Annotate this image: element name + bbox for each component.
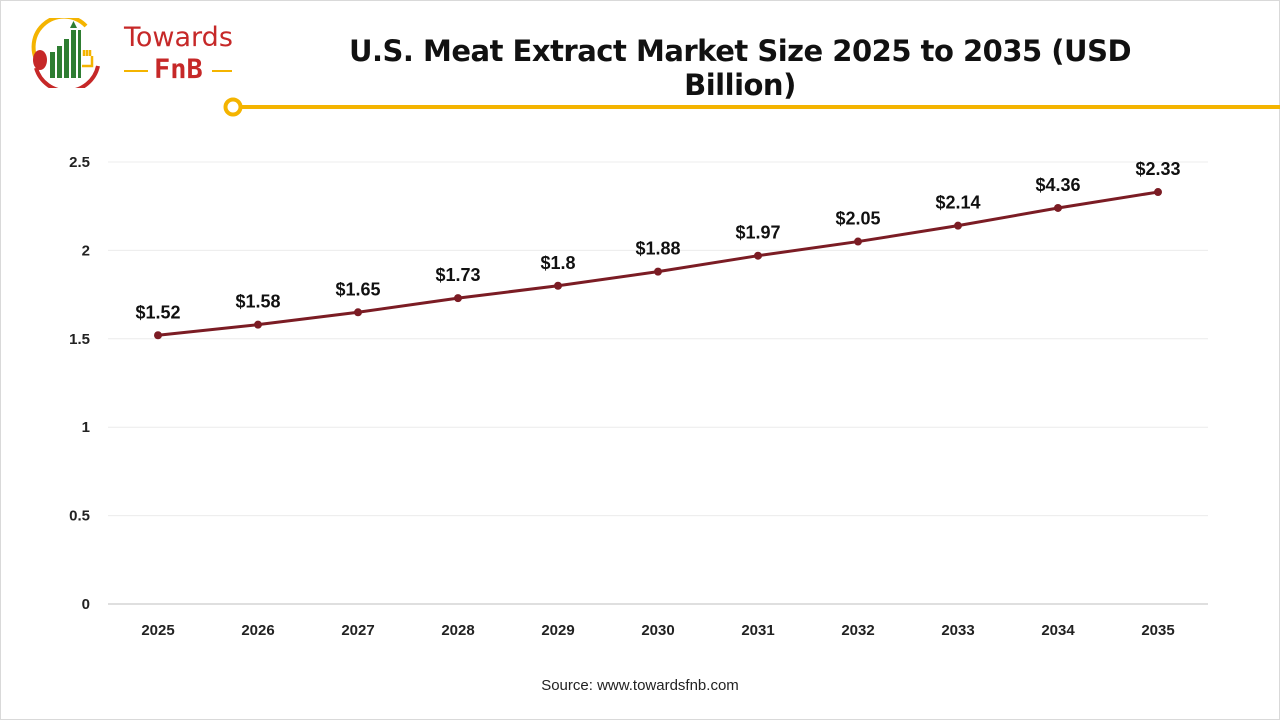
y-tick-label: 0 [82,596,90,613]
data-point [654,267,662,276]
data-label: $4.36 [1035,175,1080,195]
data-label: $2.33 [1135,159,1180,179]
data-label: $1.73 [435,265,480,285]
logo-text-towards: Towards [124,22,233,53]
data-label: $2.14 [935,193,980,213]
data-point [154,331,162,340]
line-chart: 0 0.5 1 1.5 2 2.5 2025 2026 2027 2028 2029 2030 2031… [69,154,1208,639]
x-tick-label: 2034 [1041,622,1075,639]
data-point [454,294,462,303]
data-label: $1.58 [235,292,280,312]
logo-icon [31,14,100,94]
data-label: $1.65 [335,279,380,299]
y-tick-label: 1.5 [69,331,90,348]
data-label: $1.88 [635,239,680,259]
data-point [954,221,962,230]
x-tick-label: 2029 [541,622,574,639]
data-point [1054,203,1062,212]
x-tick-label: 2025 [141,622,174,639]
title-accent [223,97,1280,117]
x-tick-label: 2030 [641,622,674,639]
data-point [554,281,562,290]
source-note: Source: www.towardsfnb.com [541,677,739,694]
logo-rule-right [212,70,232,72]
data-point [254,320,262,329]
logo-text-fnb: FnB [154,54,203,85]
x-tick-label: 2031 [741,622,774,639]
y-tick-label: 0.5 [69,508,90,525]
brand-logo: Towards FnB [26,14,233,94]
data-point [354,308,362,317]
data-label: $2.05 [835,209,880,229]
chart-title: U.S. Meat Extract Market Size 2025 to 20… [348,34,1132,102]
x-tick-label: 2026 [241,622,274,639]
x-tick-label: 2035 [1141,622,1174,639]
x-tick-label: 2028 [441,622,474,639]
series-line [157,190,1159,337]
y-tick-label: 2.5 [69,154,90,171]
logo-rule-left [124,70,148,72]
accent-dot [223,97,243,117]
x-tick-label: 2027 [341,622,374,639]
data-point [854,237,862,246]
data-point [754,251,762,260]
data-label: $1.8 [540,253,575,273]
data-point [1154,188,1162,197]
x-tick-label: 2032 [841,622,874,639]
data-label: $1.52 [135,302,180,322]
y-tick-label: 2 [82,242,90,259]
x-tick-label: 2033 [941,622,974,639]
y-tick-label: 1 [82,419,90,436]
data-label: $1.97 [735,223,780,243]
